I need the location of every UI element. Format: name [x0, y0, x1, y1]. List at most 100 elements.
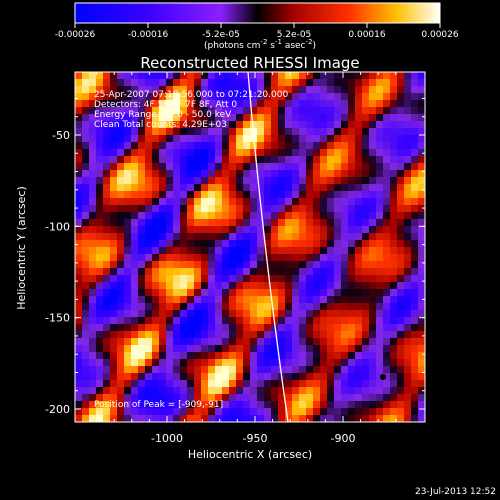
image-pixel — [250, 289, 258, 297]
image-pixel — [369, 121, 377, 129]
image-pixel — [299, 93, 307, 101]
image-pixel — [271, 331, 279, 339]
image-pixel — [411, 331, 419, 339]
image-pixel — [397, 310, 405, 318]
image-pixel — [180, 86, 188, 94]
image-pixel — [236, 240, 244, 248]
image-pixel — [327, 366, 335, 374]
image-pixel — [103, 79, 111, 87]
image-pixel — [222, 121, 230, 129]
image-pixel — [362, 268, 370, 276]
image-pixel — [89, 387, 97, 395]
image-pixel — [383, 72, 391, 80]
image-pixel — [257, 408, 265, 416]
image-pixel — [208, 100, 216, 108]
image-pixel — [201, 268, 209, 276]
image-pixel — [124, 177, 132, 185]
image-pixel — [404, 373, 412, 381]
image-pixel — [201, 247, 209, 255]
image-pixel — [327, 296, 335, 304]
image-pixel — [201, 331, 209, 339]
image-pixel — [103, 86, 111, 94]
image-pixel — [362, 184, 370, 192]
image-pixel — [397, 240, 405, 248]
image-pixel — [320, 114, 328, 122]
image-pixel — [397, 268, 405, 276]
image-pixel — [145, 142, 153, 150]
image-pixel — [229, 219, 237, 227]
image-pixel — [369, 205, 377, 213]
image-pixel — [194, 275, 202, 283]
image-pixel — [390, 149, 398, 157]
image-pixel — [145, 366, 153, 374]
image-pixel — [278, 114, 286, 122]
image-pixel — [103, 373, 111, 381]
image-pixel — [124, 114, 132, 122]
image-pixel — [124, 135, 132, 143]
image-pixel — [110, 212, 118, 220]
image-pixel — [264, 359, 272, 367]
image-pixel — [348, 373, 356, 381]
image-pixel — [159, 359, 167, 367]
image-pixel — [152, 107, 160, 115]
image-pixel — [369, 317, 377, 325]
x-tick-label: -900 — [331, 432, 356, 445]
image-pixel — [341, 219, 349, 227]
image-pixel — [152, 135, 160, 143]
image-pixel — [124, 93, 132, 101]
image-pixel — [124, 149, 132, 157]
image-pixel — [306, 100, 314, 108]
image-pixel — [313, 184, 321, 192]
image-pixel — [194, 240, 202, 248]
image-pixel — [229, 149, 237, 157]
image-pixel — [369, 212, 377, 220]
image-pixel — [313, 352, 321, 360]
image-pixel — [159, 408, 167, 416]
image-pixel — [131, 72, 139, 80]
image-pixel — [313, 205, 321, 213]
image-pixel — [208, 268, 216, 276]
image-pixel — [313, 198, 321, 206]
image-pixel — [390, 303, 398, 311]
image-pixel — [390, 401, 398, 409]
image-pixel — [376, 345, 384, 353]
image-pixel — [159, 72, 167, 80]
image-pixel — [243, 198, 251, 206]
image-pixel — [103, 212, 111, 220]
image-pixel — [320, 366, 328, 374]
image-pixel — [362, 254, 370, 262]
image-pixel — [362, 387, 370, 395]
image-pixel — [201, 191, 209, 199]
image-pixel — [222, 226, 230, 234]
image-pixel — [250, 149, 258, 157]
image-pixel — [250, 177, 258, 185]
image-pixel — [124, 184, 132, 192]
image-pixel — [222, 415, 230, 422]
image-pixel — [229, 128, 237, 136]
image-pixel — [82, 408, 90, 416]
image-pixel — [145, 289, 153, 297]
image-pixel — [138, 345, 146, 353]
image-pixel — [411, 261, 419, 269]
image-pixel — [96, 303, 104, 311]
image-pixel — [383, 261, 391, 269]
image-pixel — [362, 198, 370, 206]
image-pixel — [250, 107, 258, 115]
image-pixel — [138, 226, 146, 234]
image-pixel — [159, 254, 167, 262]
image-pixel — [187, 247, 195, 255]
image-pixel — [124, 394, 132, 402]
image-pixel — [341, 261, 349, 269]
image-pixel — [390, 205, 398, 213]
image-pixel — [376, 149, 384, 157]
image-pixel — [397, 338, 405, 346]
image-pixel — [362, 149, 370, 157]
image-pixel — [369, 219, 377, 227]
image-pixel — [397, 184, 405, 192]
image-pixel — [250, 366, 258, 374]
image-pixel — [292, 275, 300, 283]
image-pixel — [320, 359, 328, 367]
image-pixel — [145, 198, 153, 206]
image-pixel — [348, 86, 356, 94]
image-pixel — [145, 240, 153, 248]
